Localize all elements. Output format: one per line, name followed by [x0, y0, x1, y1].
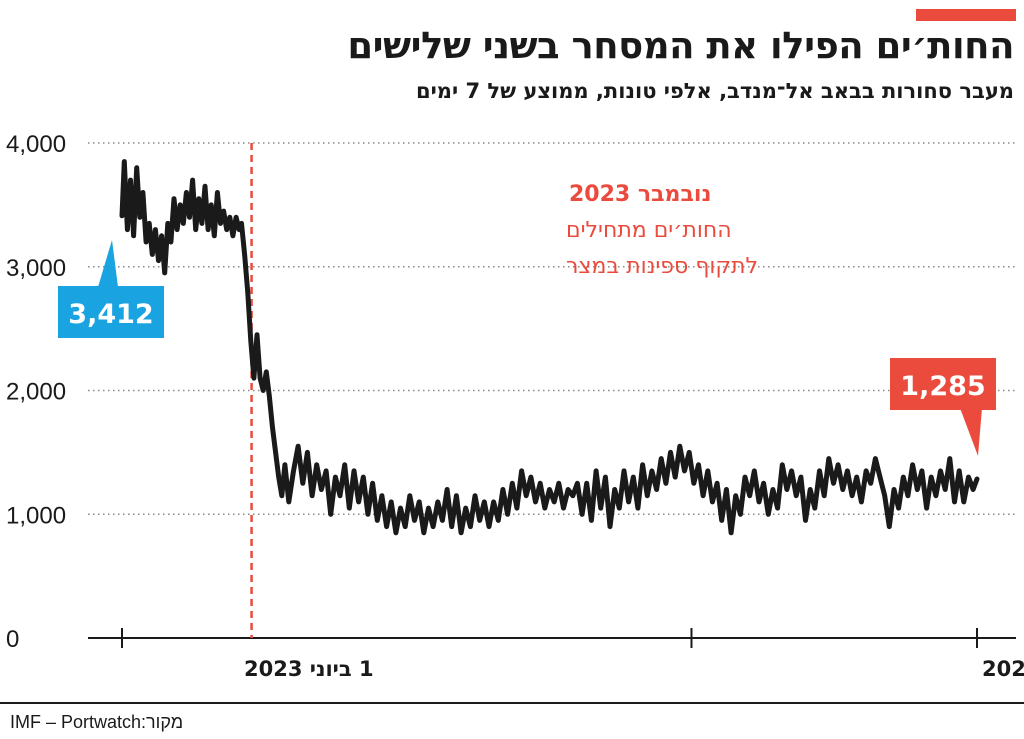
line-chart: 0 1,000 2,000 3,000 4,000 1 ביוני 2023 7 ביונ…: [0, 131, 1024, 704]
series-line: [119, 159, 980, 536]
start-callout-pointer: [98, 240, 118, 287]
start-callout-box: [58, 286, 164, 338]
end-callout-box: [890, 358, 996, 410]
series-group: [119, 159, 980, 536]
source-value: IMF – Portwatch: [10, 712, 142, 732]
x-tick-label-end: 7 ביוני 2026: [982, 657, 1024, 681]
x-tick-label-start: 1 ביוני 2023: [244, 657, 374, 681]
x-axis: 1 ביוני 2023 7 ביוני 2026: [88, 628, 1024, 681]
end-callout-value: 1,285: [900, 371, 985, 402]
y-tick-label: 3,000: [6, 255, 66, 282]
chart-subtitle: מעבר סחורות בבאב אל־מנדב, אלפי טונות, ממ…: [415, 79, 1014, 103]
y-tick-label: 1,000: [6, 502, 66, 529]
accent-bar: [916, 9, 1016, 21]
end-callout-pointer: [960, 408, 982, 456]
source-note: מקור: IMF – Portwatch: [6, 712, 183, 733]
chart-title: החות׳ים הפילו את המסחר בשני שלישים: [347, 24, 1014, 67]
start-callout-value: 3,412: [68, 299, 153, 330]
annotation-line-1: החות׳ים מתחילים: [566, 218, 732, 243]
y-tick-label: 2,000: [6, 379, 66, 406]
end-value-callout: 1,285: [890, 358, 996, 456]
y-tick-label: 4,000: [6, 131, 66, 158]
annotation-date: נובמבר 2023: [569, 182, 711, 207]
annotation-line-2: לתקוף ספינות במצר: [566, 254, 758, 279]
y-axis-ticks: 0 1,000 2,000 3,000 4,000: [6, 131, 66, 653]
source-label: מקור:: [141, 712, 184, 732]
start-value-callout: 3,412: [58, 240, 164, 338]
y-tick-label: 0: [6, 626, 19, 653]
